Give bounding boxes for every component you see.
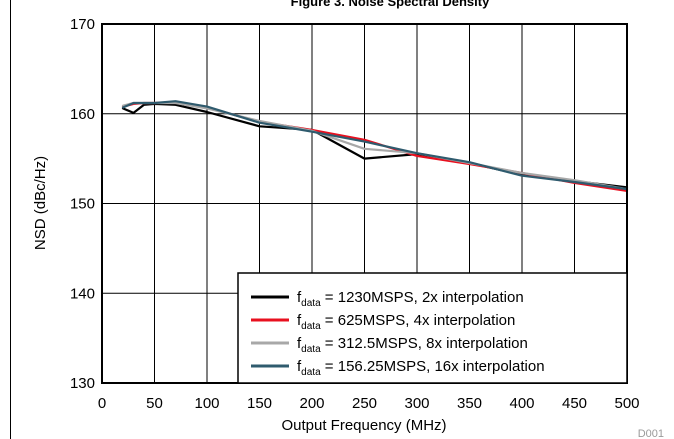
x-tick-label-7: 350: [457, 395, 482, 412]
legend-label-2: fdata = 312.5MSPS, 8x interpolation: [297, 335, 528, 355]
y-axis-title: NSD (dBc/Hz): [32, 156, 49, 250]
y-tick-label-0: 130: [70, 375, 95, 392]
x-tick-label-5: 250: [352, 395, 377, 412]
x-tick-label-0: 0: [98, 395, 106, 412]
x-tick-label-1: 50: [146, 395, 163, 412]
y-tick-label-1: 140: [70, 285, 95, 302]
figure-id: D001: [638, 428, 664, 439]
y-tick-label-4: 170: [70, 16, 95, 33]
legend-label-0: fdata = 1230MSPS, 2x interpolation: [297, 289, 524, 309]
x-tick-label-2: 100: [194, 395, 219, 412]
series-line-3: [121, 100, 629, 191]
y-tick-label-2: 150: [70, 196, 95, 213]
y-tick-labels: 130 140 150 160 170: [70, 16, 95, 392]
x-axis-title: Output Frequency (MHz): [281, 417, 446, 434]
x-tick-label-6: 300: [404, 395, 429, 412]
series-line-2: [121, 101, 629, 191]
x-tick-label-4: 200: [299, 395, 324, 412]
chart-title: Figure 3. Noise Spectral Density: [291, 0, 490, 9]
x-tick-label-3: 150: [247, 395, 272, 412]
series-line-0: [121, 102, 629, 189]
series-layer: [121, 100, 629, 192]
legend-label-1: fdata = 625MSPS, 4x interpolation: [297, 312, 515, 332]
y-tick-label-3: 160: [70, 106, 95, 123]
legend-label-3: fdata = 156.25MSPS, 16x interpolation: [297, 358, 545, 378]
x-tick-label-9: 450: [562, 395, 587, 412]
page-border-line: [10, 0, 11, 439]
x-tick-labels: 0 50 100 150 200 250 300 350 400 450 500: [98, 395, 640, 412]
legend-box: [237, 272, 628, 384]
legend: fdata = 1230MSPS, 2x interpolation fdata …: [237, 272, 628, 384]
x-tick-label-10: 500: [614, 395, 639, 412]
x-tick-label-8: 400: [509, 395, 534, 412]
